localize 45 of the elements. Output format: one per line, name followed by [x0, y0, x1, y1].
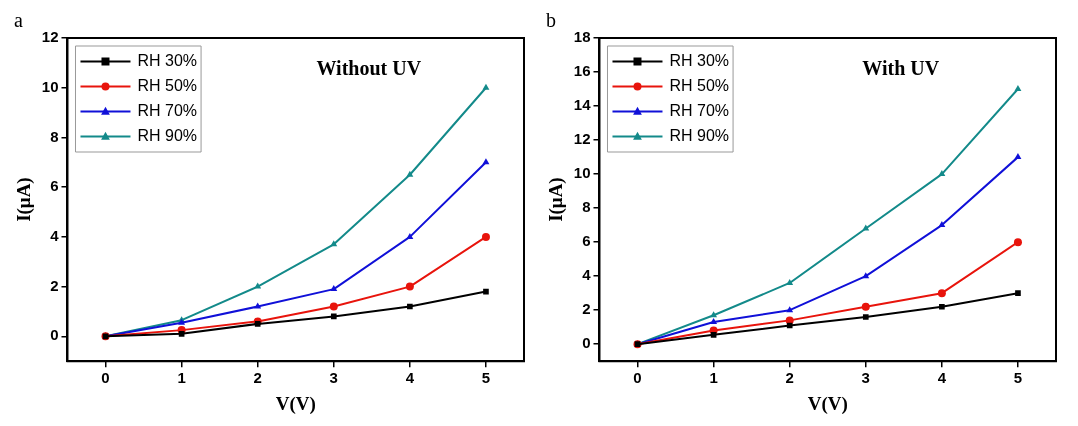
y-tick-label: 6: [50, 177, 59, 195]
y-axis-title: I(μA): [545, 177, 568, 222]
y-tick-label: 6: [582, 232, 591, 250]
y-tick-label: 16: [573, 62, 591, 80]
x-tick-label: 1: [177, 369, 186, 387]
legend-label: RH 70%: [137, 101, 198, 119]
x-tick-label: 4: [937, 369, 947, 387]
x-axis-title: V(V): [807, 392, 848, 415]
x-tick-label: 4: [405, 369, 415, 387]
y-tick-label: 2: [50, 276, 59, 294]
x-tick-label: 2: [785, 369, 794, 387]
legend-label: RH 90%: [669, 126, 730, 144]
y-tick-label: 12: [41, 28, 59, 46]
y-axis-title: I(μA): [13, 177, 36, 222]
legend-label: RH 30%: [669, 51, 730, 69]
y-tick-label: 14: [573, 96, 592, 114]
x-tick-label: 3: [861, 369, 870, 387]
y-tick-label: 4: [50, 227, 60, 245]
annotation: With UV: [862, 57, 940, 80]
y-tick-label: 0: [582, 334, 591, 352]
legend-label: RH 30%: [137, 51, 198, 69]
y-tick-label: 10: [573, 164, 591, 182]
x-tick-label: 2: [253, 369, 262, 387]
x-tick-label: 3: [329, 369, 338, 387]
y-tick-label: 8: [50, 127, 59, 145]
x-tick-label: 5: [481, 369, 491, 387]
y-tick-label: 0: [50, 326, 59, 344]
x-axis-title: V(V): [275, 392, 316, 415]
y-tick-label: 8: [582, 198, 591, 216]
annotation: Without UV: [316, 57, 422, 80]
y-tick-label: 4: [582, 266, 592, 284]
legend-label: RH 90%: [137, 126, 198, 144]
chart-title: b: [546, 9, 556, 32]
legend-label: RH 50%: [137, 76, 198, 94]
y-tick-label: 18: [573, 28, 591, 46]
legend-label: RH 50%: [669, 76, 730, 94]
x-tick-label: 1: [709, 369, 718, 387]
y-tick-label: 12: [573, 130, 591, 148]
chart-title: a: [14, 9, 23, 32]
x-tick-label: 5: [1013, 369, 1023, 387]
y-tick-label: 10: [41, 77, 59, 95]
x-tick-label: 0: [101, 369, 110, 387]
y-tick-label: 2: [582, 300, 591, 318]
legend-label: RH 70%: [669, 101, 730, 119]
x-tick-label: 0: [633, 369, 642, 387]
